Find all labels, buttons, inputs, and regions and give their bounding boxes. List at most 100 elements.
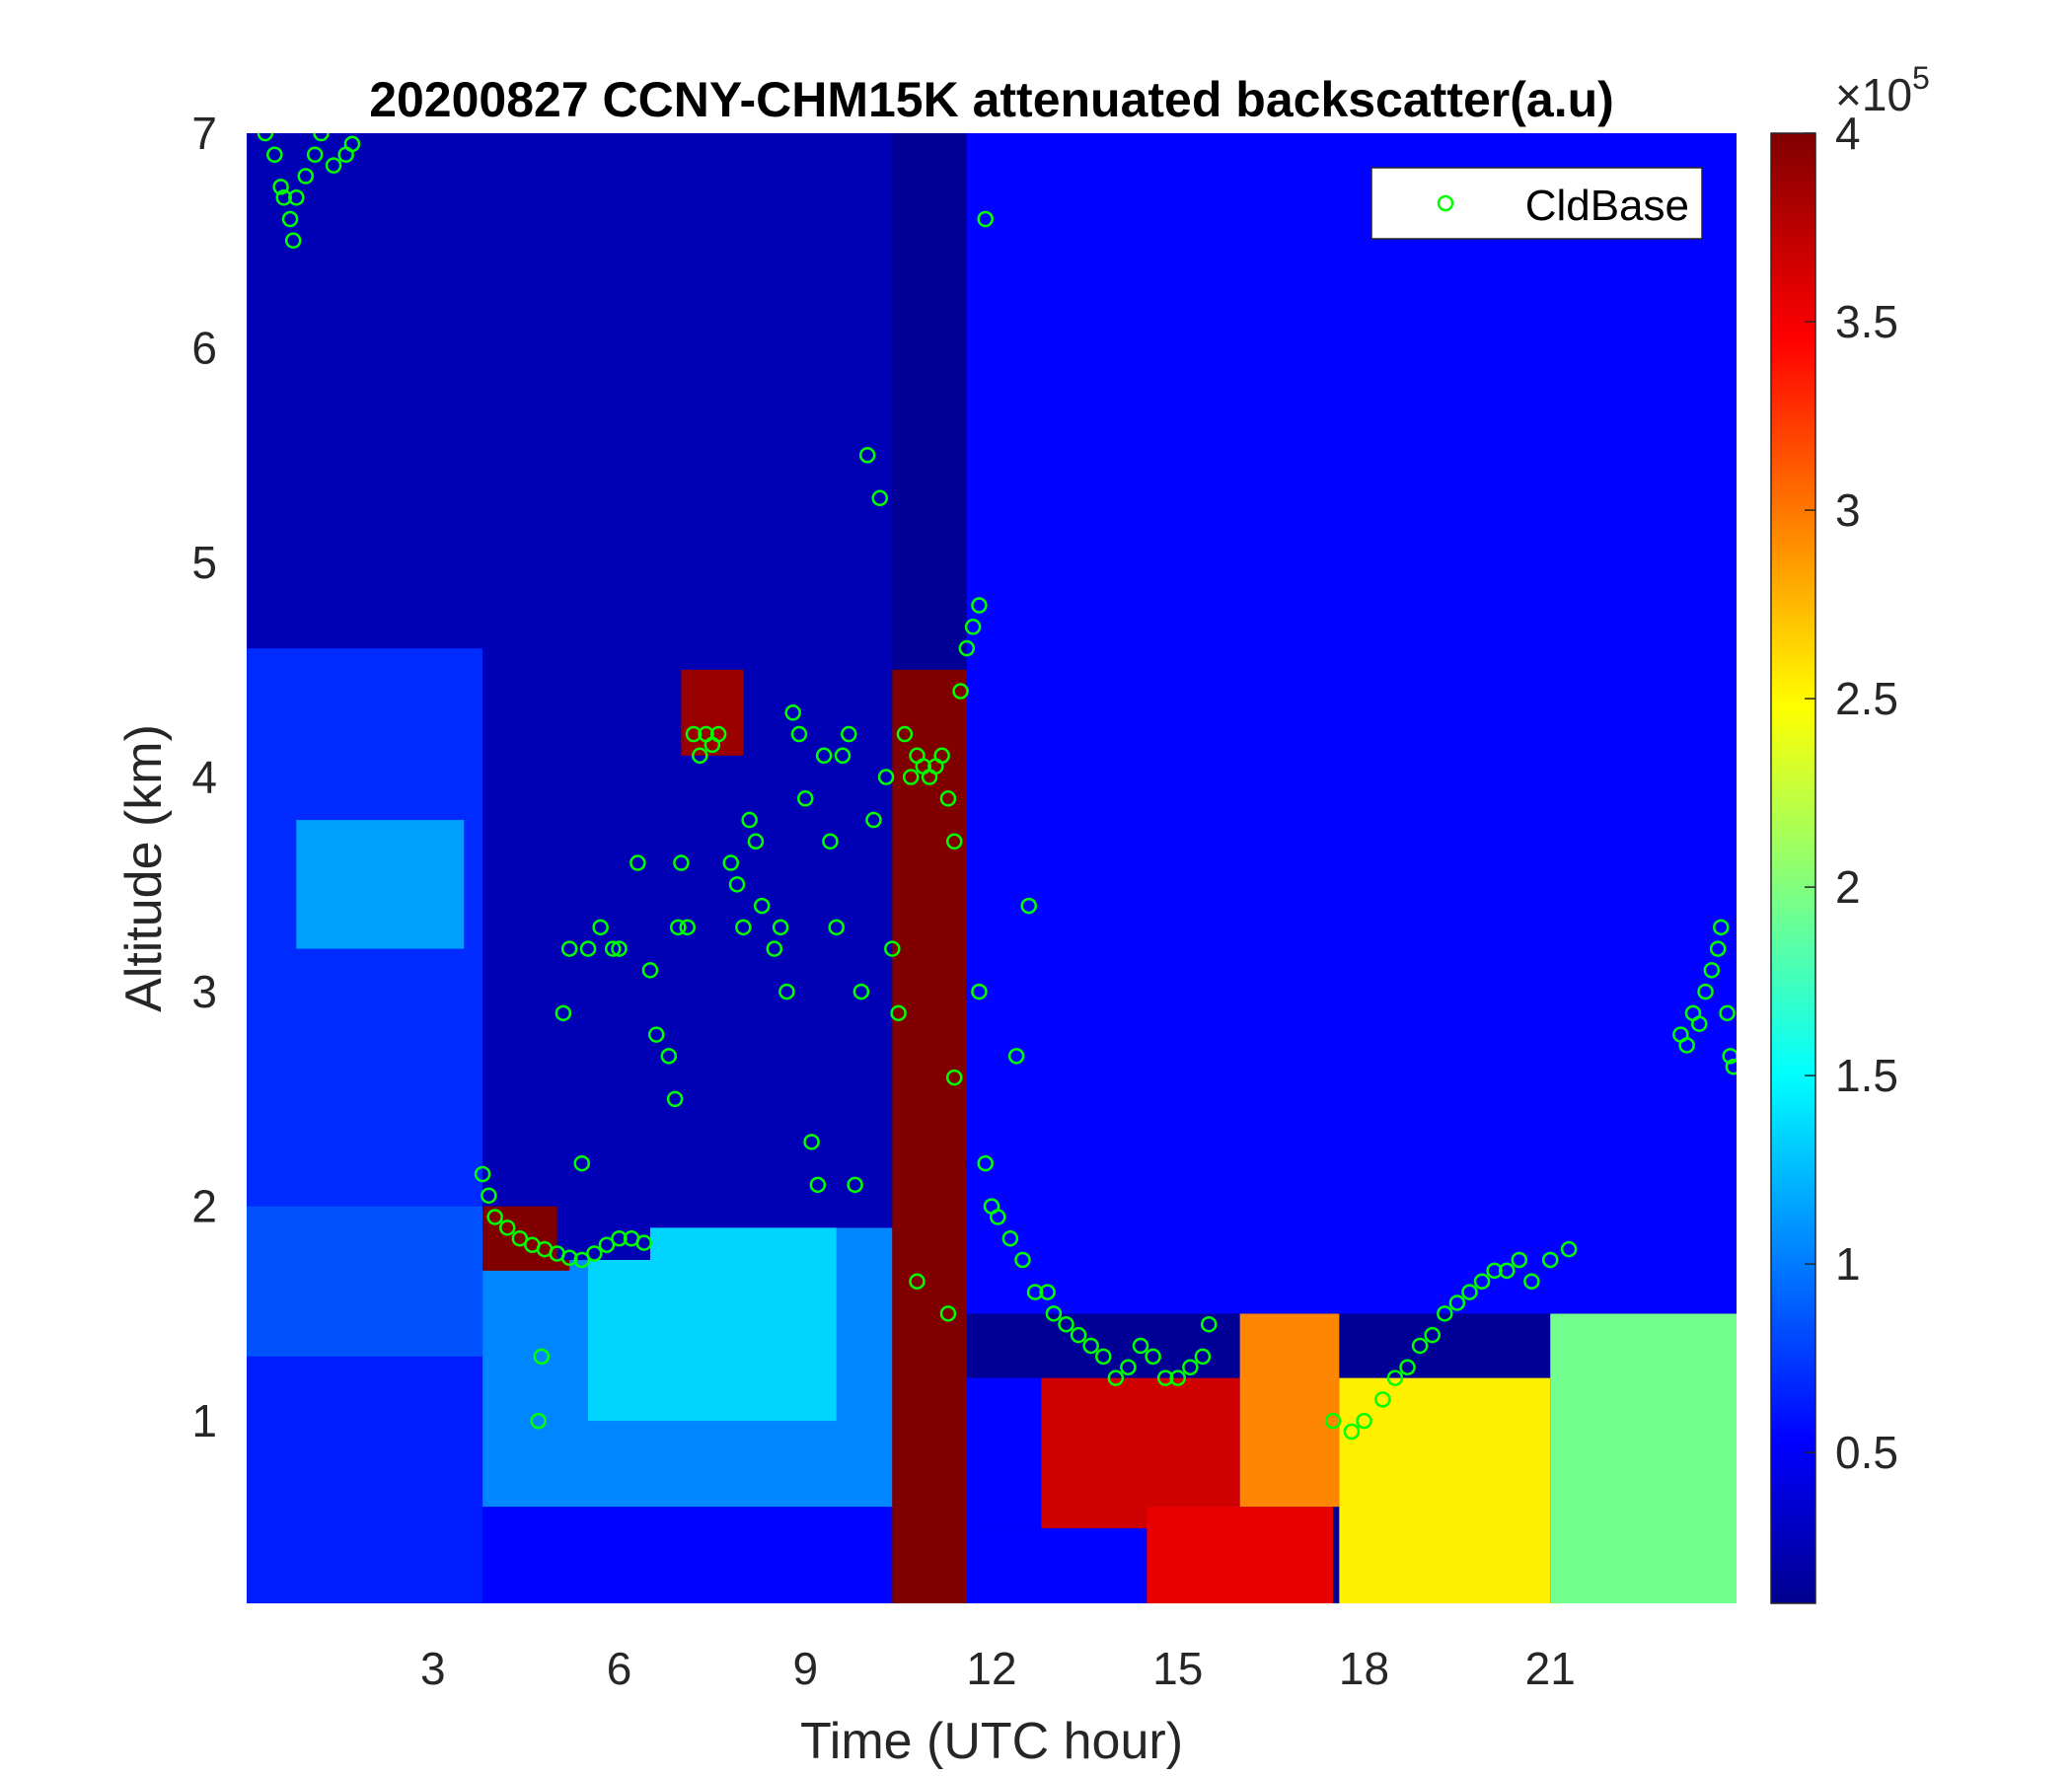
cldbase-point — [1709, 940, 1727, 957]
cldbase-point — [747, 833, 765, 851]
cldbase-point — [990, 1209, 1006, 1225]
cldbase-point — [1560, 1240, 1578, 1258]
cldbase-point — [958, 639, 976, 657]
cldbase-point — [1424, 1326, 1441, 1344]
cldbase-point — [1169, 1369, 1186, 1386]
cldbase-point — [666, 1090, 684, 1108]
cldbase-point — [1194, 1348, 1212, 1366]
cldbase-point — [822, 833, 839, 851]
cldbase-point — [1020, 897, 1037, 915]
cldbase-point — [297, 168, 315, 185]
heatmap-region-13 — [966, 1527, 1166, 1603]
cldbase-point — [971, 983, 988, 1000]
heatmap-region-18 — [1339, 1377, 1551, 1603]
cldbase-point — [648, 1026, 665, 1043]
cldbase-point — [1045, 1305, 1063, 1322]
cldbase-point — [1070, 1326, 1087, 1344]
cldbase-point — [709, 725, 727, 743]
cldbase-point — [828, 919, 845, 936]
y-tick-label: 2 — [191, 1181, 217, 1232]
heatmap-region-15 — [1041, 1377, 1240, 1528]
cldbase-point — [1182, 1359, 1199, 1375]
cldbase-point — [679, 919, 696, 936]
cldbase-point — [586, 1245, 603, 1262]
cldbase-point — [1145, 1348, 1161, 1366]
cldbase-point — [1713, 919, 1730, 936]
y-tick-label: 1 — [191, 1395, 217, 1446]
cldbase-point — [865, 811, 882, 829]
cldbase-point — [1448, 1295, 1466, 1311]
cldbase-point — [877, 769, 895, 785]
cldbase-point — [499, 1220, 516, 1236]
cldbase-point — [579, 940, 597, 957]
heatmap-region-19 — [1550, 1313, 1737, 1603]
cldbase-point — [629, 854, 646, 871]
cldbase-point — [1719, 1004, 1736, 1022]
legend-marker-icon — [1437, 194, 1454, 212]
cldbase-point — [1007, 1048, 1025, 1065]
cldbase-point — [909, 1273, 925, 1290]
heatmap-region-20 — [966, 133, 1737, 1314]
legend-box — [1370, 167, 1703, 240]
cldbase-point — [858, 447, 876, 464]
cldbase-point — [847, 1176, 863, 1194]
cldbase-point — [692, 747, 708, 765]
cldbase-point — [474, 1165, 491, 1183]
cldbase-point — [1132, 1337, 1149, 1355]
cldbase-point — [803, 1134, 820, 1150]
colorbar-ticks: 0.5 1 1.5 2 2.5 3 3.5 4 — [1805, 108, 1898, 1478]
cldbase-point — [1356, 1412, 1372, 1430]
cldbase-point — [660, 1048, 678, 1065]
cldbase-point — [890, 1004, 907, 1022]
x-axis-label: Time (UTC hour) — [800, 1713, 1183, 1770]
cldbase-point — [511, 1229, 529, 1247]
cldbase-point — [343, 135, 361, 153]
heatmap-region-16 — [1147, 1507, 1334, 1603]
cldbase-point — [1399, 1359, 1416, 1375]
cldbase-point — [573, 1154, 590, 1172]
cldbase-point — [728, 876, 746, 893]
colorbar-tick-label: 2 — [1835, 861, 1861, 913]
y-tick-label: 5 — [191, 537, 217, 588]
cldbase-point — [670, 919, 687, 936]
chart-title: 20200827 CCNY-CHM15K attenuated backscat… — [369, 72, 1614, 127]
colorbar-multiplier-base: ×10 — [1835, 69, 1912, 120]
cldbase-point — [325, 157, 342, 174]
cldbase-point — [753, 897, 771, 915]
heatmap-region-1 — [247, 1206, 483, 1357]
cldbase-point — [1058, 1315, 1074, 1333]
colorbar-tick-label: 3.5 — [1835, 296, 1898, 347]
cldbase-point — [257, 133, 274, 142]
cldbase-point — [809, 1176, 827, 1194]
heatmap-region-17 — [1239, 1313, 1340, 1508]
legend: CldBase — [1370, 167, 1703, 240]
cldbase-point — [902, 769, 920, 785]
cldbase-point — [272, 179, 289, 195]
cldbase-point — [939, 1305, 957, 1322]
cldbase-point — [933, 747, 950, 765]
cldbase-point — [1725, 1058, 1737, 1075]
cldbase-point — [284, 232, 302, 250]
colorbar: 0.5 1 1.5 2 2.5 3 3.5 4 ×105 — [1770, 60, 1930, 1604]
cldbase-point — [592, 919, 609, 936]
cldbase-point — [313, 133, 330, 142]
cldbase-point — [1437, 1305, 1453, 1322]
cldbase-point — [486, 1209, 503, 1225]
cldbase-point — [1095, 1348, 1112, 1366]
cldbase-point — [971, 597, 988, 614]
cldbase-point — [481, 1187, 497, 1204]
cldbase-point — [1473, 1273, 1491, 1290]
cldbase-point — [611, 940, 628, 957]
plot-area — [247, 133, 1737, 1603]
cldbase-point — [939, 790, 957, 807]
cldbase-point — [266, 146, 283, 164]
cldbase-point — [573, 1251, 590, 1269]
cldbase-point — [1386, 1369, 1404, 1386]
x-tick-label: 3 — [420, 1643, 446, 1694]
cldbase-point — [1039, 1284, 1056, 1300]
heatmap-region-10 — [556, 884, 650, 1260]
cldbase-point — [1697, 983, 1714, 1000]
cldbase-point — [815, 747, 833, 765]
cldbase-point — [946, 833, 963, 851]
legend-label-cldbase: CldBase — [1525, 182, 1689, 230]
